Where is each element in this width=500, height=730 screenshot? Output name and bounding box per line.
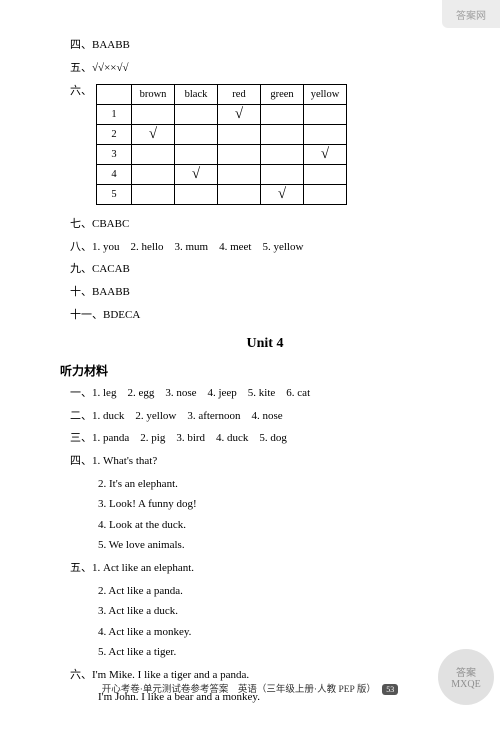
listen-4-3: 3. Look! A funny dog! [98, 496, 460, 514]
table-header [97, 85, 132, 105]
top-watermark: 答案网 [442, 0, 500, 28]
footer-page: 53 [382, 684, 398, 695]
listen-4-head: 四、1. What's that? [70, 453, 460, 471]
table-cell [175, 185, 218, 205]
listen-5-5: 5. Act like a tiger. [98, 644, 460, 662]
color-table: brownblackredgreenyellow1√2√3√4√5√ [96, 84, 347, 205]
table-cell: √ [304, 145, 347, 165]
table-cell [218, 185, 261, 205]
ans-nine: 九、CACAB [70, 261, 460, 279]
circle-watermark: 答案 MXQE [438, 649, 494, 705]
circle-watermark-bot: MXQE [451, 679, 480, 690]
table-cell [304, 125, 347, 145]
table-row: 3√ [97, 145, 347, 165]
table-row: 5√ [97, 185, 347, 205]
table-cell [132, 185, 175, 205]
table-cell [304, 165, 347, 185]
table-cell: 2 [97, 125, 132, 145]
listen-5-3: 3. Act like a duck. [98, 603, 460, 621]
table-cell [218, 125, 261, 145]
table-cell [304, 105, 347, 125]
table-cell: √ [175, 165, 218, 185]
table-cell: 4 [97, 165, 132, 185]
table-cell: √ [261, 185, 304, 205]
table-cell [175, 105, 218, 125]
table-cell [261, 125, 304, 145]
table-header: black [175, 85, 218, 105]
table-cell [261, 165, 304, 185]
table-cell: √ [218, 105, 261, 125]
table-cell: 5 [97, 185, 132, 205]
table-cell [261, 145, 304, 165]
page-footer: 开心考卷·单元测试卷参考答案 英语（三年级上册·人教 PEP 版） 53 [0, 681, 500, 695]
table-cell [132, 165, 175, 185]
table-cell [218, 165, 261, 185]
table-header: green [261, 85, 304, 105]
listen-5-4: 4. Act like a monkey. [98, 624, 460, 642]
table-row: 2√ [97, 125, 347, 145]
listen-4-5: 5. We love animals. [98, 537, 460, 555]
circle-watermark-top: 答案 [456, 664, 476, 679]
listen-1: 一、1. leg 2. egg 3. nose 4. jeep 5. kite … [70, 385, 460, 403]
table-cell: 3 [97, 145, 132, 165]
listen-3: 三、1. panda 2. pig 3. bird 4. duck 5. dog [70, 430, 460, 448]
listen-2: 二、1. duck 2. yellow 3. afternoon 4. nose [70, 408, 460, 426]
table-cell [304, 185, 347, 205]
ans-seven: 七、CBABC [70, 216, 460, 234]
answer-page: 四、BAABB 五、√√××√√ 六、 brownblackredgreenye… [0, 0, 500, 730]
listen-4-2: 2. It's an elephant. [98, 476, 460, 494]
listen-4-4: 4. Look at the duck. [98, 517, 460, 535]
table-cell: √ [132, 125, 175, 145]
ans-six-label: 六、 [70, 82, 96, 98]
table-header: yellow [304, 85, 347, 105]
table-cell [175, 145, 218, 165]
table-row: 4√ [97, 165, 347, 185]
ans-four: 四、BAABB [70, 37, 460, 55]
table-cell [261, 105, 304, 125]
table-row: 1√ [97, 105, 347, 125]
listening-title: 听力材料 [60, 362, 460, 379]
listen-5-head: 五、1. Act like an elephant. [70, 560, 460, 578]
table-cell [132, 145, 175, 165]
table-header: brown [132, 85, 175, 105]
table-cell [218, 145, 261, 165]
ans-five: 五、√√××√√ [70, 60, 460, 78]
table-cell [175, 125, 218, 145]
footer-text: 开心考卷·单元测试卷参考答案 英语（三年级上册·人教 PEP 版） [102, 685, 376, 695]
listen-5-2: 2. Act like a panda. [98, 583, 460, 601]
table-cell: 1 [97, 105, 132, 125]
unit-title: Unit 4 [70, 336, 460, 352]
ans-eight: 八、1. you 2. hello 3. mum 4. meet 5. yell… [70, 239, 460, 257]
ans-eleven: 十一、BDECA [70, 307, 460, 325]
ans-six-row: 六、 brownblackredgreenyellow1√2√3√4√5√ [70, 82, 460, 211]
table-header: red [218, 85, 261, 105]
ans-ten: 十、BAABB [70, 284, 460, 302]
table-cell [132, 105, 175, 125]
